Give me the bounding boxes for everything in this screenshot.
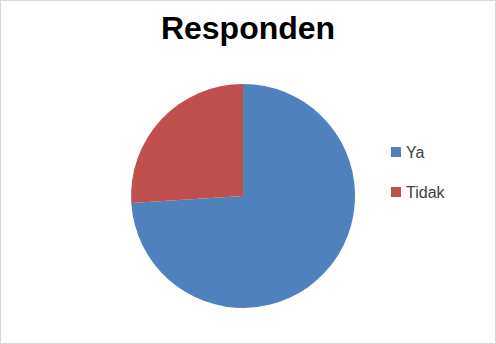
svg-text:Tidak: Tidak <box>406 184 446 201</box>
svg-text:Ya: Ya <box>406 144 424 161</box>
svg-text:Responden: Responden <box>161 10 335 46</box>
